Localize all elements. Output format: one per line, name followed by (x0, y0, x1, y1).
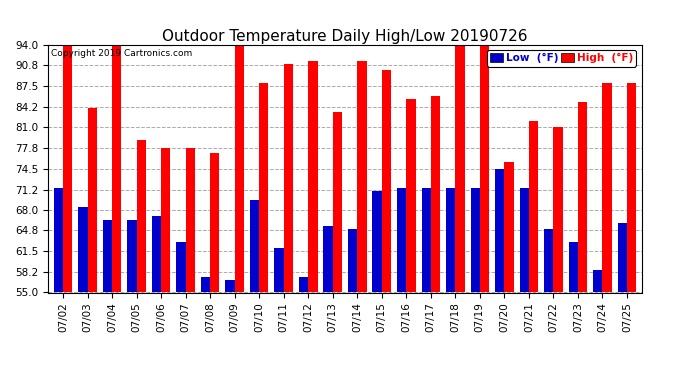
Bar (446, 188, 455, 292)
Bar (88, 108, 97, 292)
Bar (382, 70, 391, 292)
Bar (54, 188, 63, 292)
Bar (422, 188, 431, 292)
Bar (275, 248, 284, 292)
Bar (259, 83, 268, 292)
Bar (618, 223, 627, 292)
Bar (112, 45, 121, 292)
Bar (226, 280, 235, 292)
Bar (299, 277, 308, 292)
Bar (569, 242, 578, 292)
Bar (161, 148, 170, 292)
Bar (529, 121, 538, 292)
Bar (63, 45, 72, 292)
Bar (627, 83, 636, 292)
Bar (201, 277, 210, 292)
Bar (284, 64, 293, 292)
Bar (177, 242, 186, 292)
Bar (578, 102, 587, 292)
Bar (324, 226, 333, 292)
Bar (308, 61, 317, 292)
Bar (520, 188, 529, 292)
Bar (348, 229, 357, 292)
Bar (152, 216, 161, 292)
Bar (397, 188, 406, 292)
Bar (455, 45, 464, 292)
Bar (78, 207, 88, 292)
Bar (137, 140, 146, 292)
Bar (406, 99, 415, 292)
Bar (544, 229, 553, 292)
Bar (480, 45, 489, 292)
Bar (103, 219, 112, 292)
Bar (431, 96, 440, 292)
Bar (333, 112, 342, 292)
Bar (186, 148, 195, 292)
Bar (235, 45, 244, 292)
Bar (210, 153, 219, 292)
Bar (504, 162, 513, 292)
Bar (495, 169, 504, 292)
Bar (127, 219, 137, 292)
Bar (357, 61, 366, 292)
Bar (373, 191, 382, 292)
Bar (471, 188, 480, 292)
Text: Copyright 2019 Cartronics.com: Copyright 2019 Cartronics.com (51, 49, 193, 58)
Bar (593, 270, 602, 292)
Legend: Low  (°F), High  (°F): Low (°F), High (°F) (487, 50, 636, 66)
Bar (553, 128, 563, 292)
Title: Outdoor Temperature Daily High/Low 20190726: Outdoor Temperature Daily High/Low 20190… (162, 29, 528, 44)
Bar (250, 201, 259, 292)
Bar (602, 83, 612, 292)
